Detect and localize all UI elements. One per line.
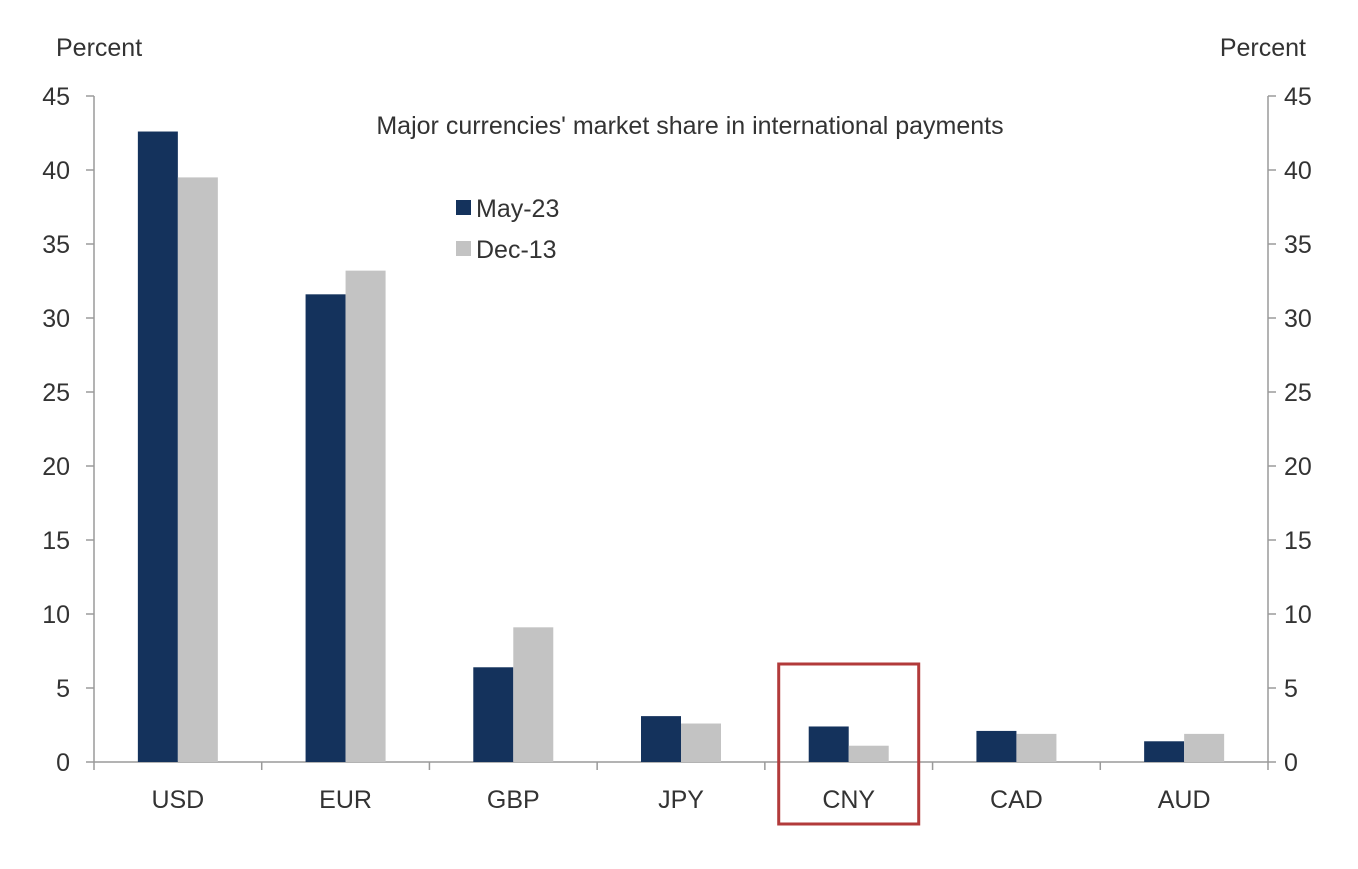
legend-label-dec-13: Dec-13 [476, 236, 557, 264]
category-label-eur: EUR [319, 786, 372, 814]
left-y-tick-label: 25 [42, 379, 70, 407]
bar-usd-may-23 [137, 131, 178, 762]
legend-swatch-may-23 [456, 200, 471, 215]
bar-gbp-may-23 [473, 667, 514, 762]
category-label-cad: CAD [990, 786, 1043, 814]
axes-group: 0 0 5 5 10 10 15 15 20 20 25 25 30 30 35 35 40 40 45 45 [42, 83, 1312, 777]
legend: May-23 Dec-13 [456, 195, 559, 264]
category-labels-group: USD EUR GBP JPY CNY CAD AUD [151, 786, 1210, 814]
category-label-cny: CNY [822, 786, 875, 814]
right-y-tick-label: 45 [1284, 83, 1312, 111]
legend-label-may-23: May-23 [476, 195, 559, 223]
left-y-tick-label: 35 [42, 231, 70, 259]
bar-jpy-dec-13 [681, 723, 721, 762]
bar-eur-dec-13 [345, 270, 386, 762]
right-y-tick-label: 30 [1284, 305, 1312, 333]
right-y-tick-label: 0 [1284, 749, 1298, 777]
highlight-box-cny [777, 662, 921, 826]
highlight-group [777, 662, 921, 826]
right-y-tick-label: 40 [1284, 157, 1312, 185]
bar-cad-may-23 [976, 730, 1017, 762]
bar-jpy-may-23 [641, 716, 681, 762]
bar-cny-may-23 [808, 726, 849, 762]
category-label-aud: AUD [1158, 786, 1211, 814]
category-label-jpy: JPY [658, 786, 704, 814]
left-axis-unit-label: Percent [56, 34, 142, 62]
category-label-gbp: GBP [487, 786, 540, 814]
right-y-tick-label: 5 [1284, 675, 1298, 703]
right-axis-unit-label: Percent [1220, 34, 1306, 62]
bars-group [137, 131, 1225, 762]
bar-cny-dec-13 [848, 745, 889, 762]
bar-aud-may-23 [1144, 741, 1185, 762]
bar-usd-dec-13 [177, 177, 218, 762]
right-y-tick-label: 15 [1284, 527, 1312, 555]
right-y-tick-label: 10 [1284, 601, 1312, 629]
bar-gbp-dec-13 [513, 627, 554, 762]
right-y-tick-label: 25 [1284, 379, 1312, 407]
left-y-tick-label: 20 [42, 453, 70, 481]
left-y-tick-label: 30 [42, 305, 70, 333]
left-y-tick-label: 5 [56, 675, 70, 703]
bar-eur-may-23 [305, 294, 346, 762]
chart-title: Major currencies' market share in intern… [376, 112, 1003, 140]
left-y-tick-label: 45 [42, 83, 70, 111]
legend-swatch-dec-13 [456, 241, 471, 256]
right-y-tick-label: 20 [1284, 453, 1312, 481]
left-y-tick-label: 40 [42, 157, 70, 185]
left-y-tick-label: 0 [56, 749, 70, 777]
right-y-tick-label: 35 [1284, 231, 1312, 259]
left-y-tick-label: 15 [42, 527, 70, 555]
bar-cad-dec-13 [1016, 733, 1057, 762]
left-y-tick-label: 10 [42, 601, 70, 629]
category-label-usd: USD [151, 786, 204, 814]
bar-aud-dec-13 [1184, 733, 1225, 762]
